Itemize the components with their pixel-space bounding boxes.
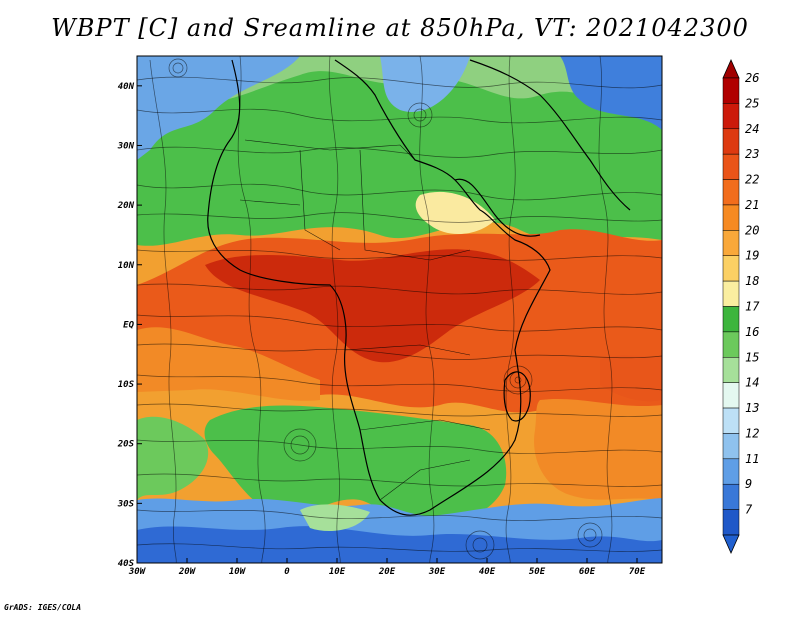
- y-tick-label: 40S: [118, 559, 135, 569]
- y-tick-label: 20S: [117, 440, 135, 450]
- colorbar-label: 7: [745, 503, 753, 517]
- y-tick-label: 20N: [117, 201, 135, 211]
- field-sahara-green: [137, 56, 662, 246]
- colorbar-label: 12: [745, 426, 759, 440]
- colorbar-label: 20: [745, 223, 759, 237]
- field-indian-ocean-hot: [600, 355, 662, 402]
- x-tick-label: 30W: [128, 567, 147, 577]
- field-congo-red: [205, 249, 540, 363]
- colorbar-swatch: [722, 458, 740, 485]
- colorbar-label: 15: [745, 350, 759, 364]
- y-tick-label: 40N: [118, 82, 135, 92]
- field-southern-ocean-deepblue: [137, 526, 662, 563]
- colorbar-swatch: [722, 357, 740, 383]
- colorbar-label: 24: [745, 122, 759, 136]
- field-arabia-yellow: [415, 191, 495, 235]
- x-tick-label: 10W: [229, 567, 247, 577]
- colorbar-swatch: [722, 433, 740, 460]
- colorbar-swatch: [722, 255, 740, 282]
- y-tick-label: 30S: [117, 499, 135, 509]
- colorbar-label: 17: [745, 300, 760, 314]
- x-tick-label: 20E: [378, 567, 396, 577]
- field-indian-ocean-orange: [534, 398, 662, 500]
- y-tick-label: 10S: [118, 380, 135, 390]
- x-tick-label: 40E: [479, 567, 496, 577]
- colorbar-label: 13: [745, 401, 759, 415]
- country-borders: [239, 139, 491, 501]
- colorbar-label: 9: [745, 477, 752, 491]
- x-tick-label: 0: [284, 567, 290, 577]
- y-tick-label: 10N: [118, 261, 135, 271]
- colorbar-label: 22: [745, 173, 759, 187]
- colorbar-swatch: [722, 331, 740, 358]
- colorbar-label: 18: [745, 274, 759, 288]
- y-axis-ticks: 40N 30N 20N 10N EQ 10S 20S 30S 40S: [117, 82, 142, 569]
- colorbar-label: 16: [745, 325, 759, 339]
- field-cape-lightgreen: [300, 504, 370, 532]
- streamlines: [137, 56, 662, 563]
- colorbar-swatch: [722, 77, 740, 104]
- x-tick-label: 70E: [629, 567, 646, 577]
- x-tick-label: 20W: [178, 567, 197, 577]
- field-iran-blue: [560, 56, 662, 130]
- x-tick-label: 30E: [428, 567, 446, 577]
- x-axis-ticks: 30W 20W 10W 0 10E 20E 30E 40E 50E 60E 70E: [128, 558, 646, 577]
- x-tick-label: 50E: [529, 567, 546, 577]
- colorbar-top-arrow: [722, 59, 740, 79]
- field-southatlantic-green: [137, 416, 209, 500]
- colorbar-label: 25: [745, 96, 759, 110]
- colorbar: 26 25 24 23 22 21 20 19 18 17 16 15 14 13 12 11 9 7: [722, 59, 760, 554]
- colorbar-label: 26: [745, 71, 759, 85]
- colorbar-label: 23: [745, 147, 759, 161]
- colorbar-label: 14: [745, 376, 759, 390]
- coastlines: [207, 59, 631, 516]
- x-tick-label: 10E: [329, 567, 346, 577]
- colorbar-label: 19: [745, 249, 759, 263]
- y-tick-label: EQ: [123, 320, 134, 330]
- grads-credit: GrADS: IGES/COLA: [4, 603, 82, 612]
- colorbar-swatch: [722, 306, 740, 333]
- field-gulf-lightorange: [137, 327, 320, 401]
- colorbar-swatch: [722, 509, 740, 536]
- colorbar-swatch: [722, 407, 740, 434]
- plot-frame: [136, 55, 663, 564]
- map-title: WBPT [C] and Sreamline at 850hPa, VT: 20…: [51, 14, 749, 42]
- colorbar-swatch: [722, 483, 740, 510]
- x-tick-label: 60E: [579, 567, 596, 577]
- colorbar-swatch: [722, 128, 740, 155]
- colorbar-swatch: [722, 103, 740, 130]
- colorbar-swatch: [722, 230, 740, 256]
- colorbar-label: 21: [745, 198, 759, 212]
- colorbar-swatch: [722, 280, 740, 307]
- y-tick-label: 30N: [117, 141, 135, 151]
- colorbar-swatch: [722, 204, 740, 231]
- colorbar-label: 11: [745, 452, 759, 466]
- colorbar-bottom-arrow: [722, 534, 740, 554]
- colorbar-swatch: [722, 179, 740, 206]
- colorbar-swatch: [722, 153, 740, 180]
- map-plot-area: [137, 56, 662, 563]
- colorbar-swatch: [722, 382, 740, 409]
